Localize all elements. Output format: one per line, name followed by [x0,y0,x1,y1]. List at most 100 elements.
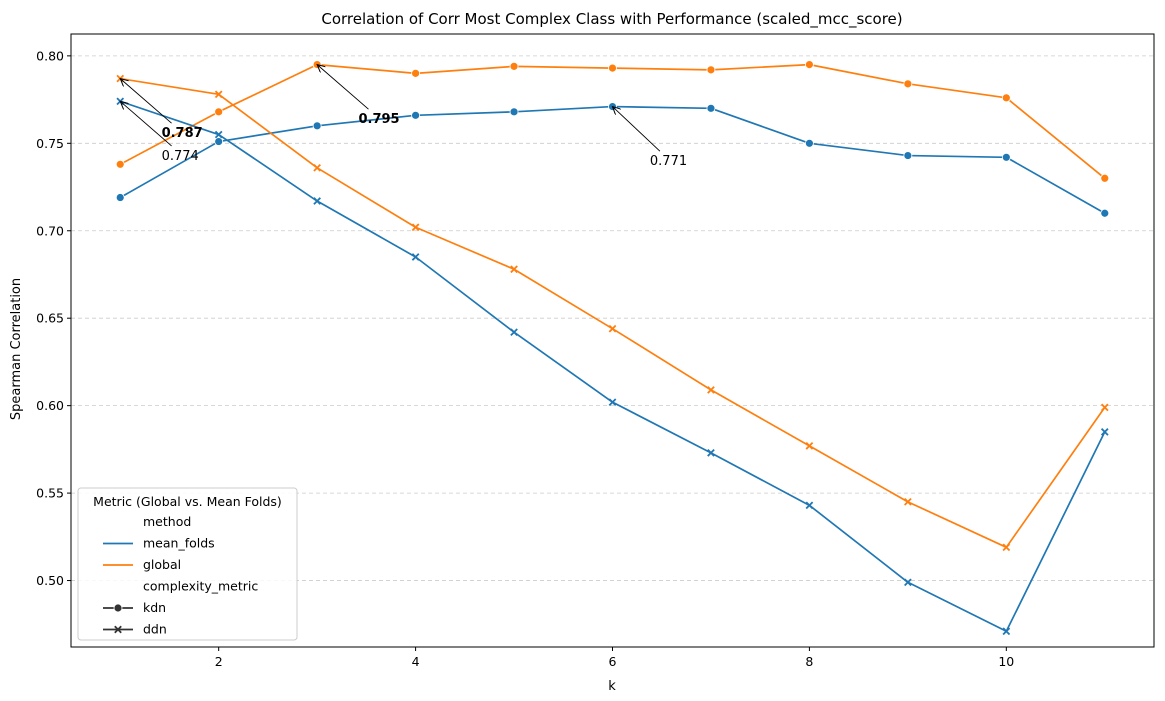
marker-stroke [707,449,715,457]
legend-marker-ddn [114,625,122,634]
data-point [411,253,420,261]
marker-stroke [313,163,321,172]
series-line [119,105,1106,215]
y-tick-label: 0.75 [36,136,64,151]
annotation-label: 0.771 [650,154,687,169]
series-layer [115,60,1110,636]
data-point [313,163,321,172]
marker-stroke [1002,543,1011,552]
y-tick-label: 0.70 [36,223,64,238]
series-line [119,63,1106,179]
series-global-kdn [115,60,1110,183]
data-point [1100,208,1110,218]
data-point [214,107,224,117]
y-tick-label: 0.60 [36,398,64,413]
data-point [1001,152,1011,162]
annotations: 0.787 0.774 0.795 0.771 [120,65,687,169]
data-point [115,193,125,202]
legend-label-global: global [143,557,181,572]
data-point [1100,403,1109,412]
legend-box [77,487,298,641]
x-tick-label: 10 [998,654,1014,669]
x-axis: 2 4 6 8 10 [215,647,1014,669]
marker-stroke [1002,627,1011,636]
legend-label-mean_folds: mean_folds [143,536,215,551]
legend-title: Metric (Global vs. Mean Folds) [93,494,282,509]
data-point [313,197,321,205]
marker-stroke [313,197,321,205]
annotation-label: 0.787 [162,126,203,141]
data-point [411,68,420,78]
legend-label-complexity_metric: complexity_metric [143,579,258,594]
y-tick-label: 0.55 [36,486,64,501]
legend: Metric (Global vs. Mean Folds) method mean… [77,487,298,641]
data-point [805,60,814,70]
legend-label-kdn: kdn [143,600,166,615]
data-point [411,110,420,120]
annotation-label: 0.795 [358,112,399,127]
data-point [1002,543,1011,552]
data-point [608,398,617,406]
annotation-arrow [120,79,172,124]
marker-stroke [1100,428,1109,436]
grid-lines [71,55,1154,581]
marker-stroke [510,265,518,274]
data-point [411,223,420,232]
data-point [214,130,223,139]
data-point [805,138,814,148]
y-axis: 0.50 0.55 0.60 0.65 0.70 0.75 0.80 [36,48,71,588]
data-point [608,324,617,333]
data-point [1002,627,1011,636]
x-tick-label: 4 [412,654,420,669]
x-tick-label: 8 [805,654,813,669]
data-point [115,159,125,169]
data-point [1001,93,1011,103]
marker-stroke [904,498,912,506]
marker-stroke [214,90,223,99]
data-point [904,578,912,587]
series-line [120,77,1106,549]
marker-stroke [805,442,814,450]
annotation-arrow [317,65,369,110]
data-point [805,442,814,450]
annotation-arrow [613,107,661,152]
annotation-arrow [120,101,172,147]
marker-stroke [805,501,814,510]
legend-marker-kdn [113,603,123,613]
annotation-label: 0.774 [162,149,199,164]
marker-stroke [411,223,420,232]
y-tick-label: 0.65 [36,311,64,326]
data-point [214,137,224,146]
marker-stroke [411,253,420,261]
x-tick-label: 6 [609,654,617,669]
data-point [510,265,518,274]
data-point [214,90,223,99]
marker-stroke [214,130,223,139]
data-point [510,328,518,337]
y-axis-label: Spearman Correlation [9,278,24,420]
data-point [707,449,715,457]
x-tick-label: 2 [215,654,223,669]
marker-stroke [707,386,715,394]
marker-stroke [904,578,912,587]
data-point [509,107,519,117]
data-point [312,121,322,131]
data-point [1100,173,1110,183]
y-tick-label: 0.50 [36,573,64,588]
marker-stroke [510,328,518,337]
data-point [903,151,913,160]
data-point [805,501,814,510]
legend-label-method: method [143,514,191,529]
data-point [706,65,716,75]
chart-title: Correlation of Corr Most Complex Class w… [321,10,902,29]
data-point [707,386,715,394]
series-mean_folds-ddn [116,97,1109,636]
y-tick-label: 0.80 [36,48,64,63]
marker-stroke [114,625,122,634]
data-point [903,79,913,89]
data-point [608,63,617,73]
series-global-ddn [116,74,1109,552]
data-point [904,498,912,506]
x-axis-label: k [608,679,616,694]
